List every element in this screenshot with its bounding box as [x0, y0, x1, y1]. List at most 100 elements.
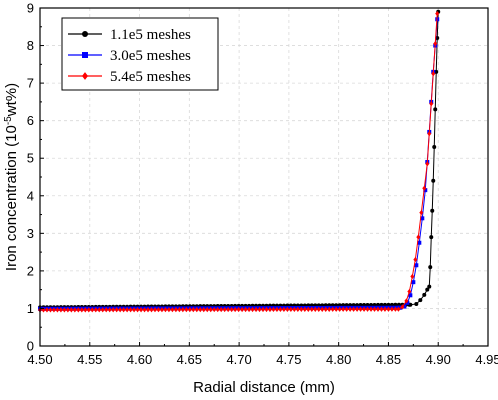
marker-square [82, 52, 88, 58]
marker-diamond [341, 306, 346, 312]
marker-diamond [323, 306, 328, 312]
marker-diamond [236, 306, 241, 313]
marker-diamond [309, 306, 314, 312]
marker-square [402, 304, 407, 309]
marker-diamond [431, 71, 436, 77]
marker-square [408, 293, 413, 298]
marker-diamond [166, 307, 171, 313]
marker-diamond [316, 306, 321, 312]
marker-diamond [212, 306, 217, 313]
marker-diamond [344, 306, 349, 312]
marker-diamond [292, 306, 297, 313]
marker-diamond [184, 307, 189, 313]
x-tick-label: 4.50 [27, 352, 52, 367]
marker-diamond [281, 306, 286, 313]
marker-diamond [372, 306, 377, 312]
marker-diamond [121, 307, 126, 313]
marker-circle [433, 107, 438, 112]
marker-diamond [198, 307, 203, 313]
marker-circle [430, 208, 435, 213]
marker-diamond [76, 307, 81, 313]
marker-square [411, 280, 416, 285]
marker-diamond [375, 306, 380, 312]
y-tick-label: 5 [27, 151, 34, 166]
marker-diamond [278, 306, 283, 313]
marker-diamond [233, 306, 238, 313]
marker-diamond [271, 306, 276, 313]
marker-diamond [416, 234, 421, 240]
marker-diamond [114, 307, 119, 313]
marker-diamond [429, 101, 434, 107]
series-layer [38, 9, 441, 313]
marker-diamond [320, 306, 325, 312]
x-axis-label: Radial distance (mm) [193, 379, 335, 396]
marker-square [423, 188, 428, 193]
marker-diamond [351, 306, 356, 312]
x-tick-label: 4.55 [77, 352, 102, 367]
marker-circle [429, 235, 434, 240]
marker-diamond [215, 306, 220, 313]
marker-diamond [139, 307, 144, 313]
x-tick-label: 4.85 [376, 352, 401, 367]
marker-diamond [173, 307, 178, 313]
marker-diamond [389, 306, 394, 312]
y-axis-label: Iron concentration (10-5wt%) [3, 83, 21, 271]
y-tick-label: 3 [27, 226, 34, 241]
marker-diamond [208, 306, 213, 313]
y-tick-label: 7 [27, 76, 34, 91]
marker-diamond [337, 306, 342, 312]
marker-diamond [44, 307, 49, 313]
marker-circle [82, 31, 88, 37]
legend-item: 5.4e5 meshes [68, 69, 191, 85]
marker-diamond [159, 307, 164, 313]
marker-diamond [149, 307, 154, 313]
marker-diamond [435, 11, 440, 17]
marker-diamond [410, 273, 415, 280]
marker-diamond [69, 307, 74, 313]
marker-diamond [274, 306, 279, 313]
marker-diamond [334, 306, 339, 312]
legend-label: 5.4e5 meshes [110, 69, 191, 85]
x-tick-label: 4.75 [276, 352, 301, 367]
marker-diamond [219, 306, 224, 313]
y-tick-label: 9 [27, 1, 34, 16]
marker-diamond [427, 131, 432, 137]
marker-diamond [422, 185, 427, 191]
marker-diamond [362, 306, 367, 312]
marker-diamond [118, 307, 123, 313]
x-tick-label: 4.65 [177, 352, 202, 367]
axis-ticks: 4.50 4.55 4.60 4.65 4.70 4.75 4.80 4.85 4.90 4.95… [27, 1, 498, 368]
legend-item: 3.0e5 meshes [68, 48, 191, 64]
marker-diamond [358, 306, 363, 312]
marker-diamond [97, 307, 102, 313]
x-tick-label: 4.95 [475, 352, 498, 367]
marker-diamond [79, 307, 84, 313]
marker-diamond [142, 307, 147, 313]
marker-diamond [313, 306, 318, 312]
y-axis-label-suffix: wt%) [3, 83, 20, 117]
y-tick-label: 1 [27, 301, 34, 316]
y-axis-label-sup: -5 [3, 116, 14, 125]
series-3 [38, 11, 440, 313]
marker-diamond [90, 307, 95, 313]
x-tick-label: 4.60 [127, 352, 152, 367]
marker-diamond [419, 210, 424, 216]
marker-diamond [65, 307, 70, 313]
marker-diamond [396, 306, 401, 312]
marker-diamond [156, 307, 161, 313]
marker-diamond [201, 307, 206, 313]
marker-circle [418, 298, 423, 303]
marker-circle [432, 144, 437, 149]
marker-diamond [58, 307, 63, 313]
marker-diamond [299, 306, 304, 312]
marker-square [417, 240, 422, 245]
marker-diamond [229, 306, 234, 313]
legend-label: 3.0e5 meshes [110, 48, 191, 64]
y-tick-label: 4 [27, 188, 34, 203]
marker-diamond [111, 307, 116, 313]
marker-diamond [51, 307, 56, 313]
marker-circle [431, 178, 436, 183]
marker-diamond [86, 307, 91, 313]
marker-diamond [261, 306, 266, 313]
marker-diamond [295, 306, 300, 313]
